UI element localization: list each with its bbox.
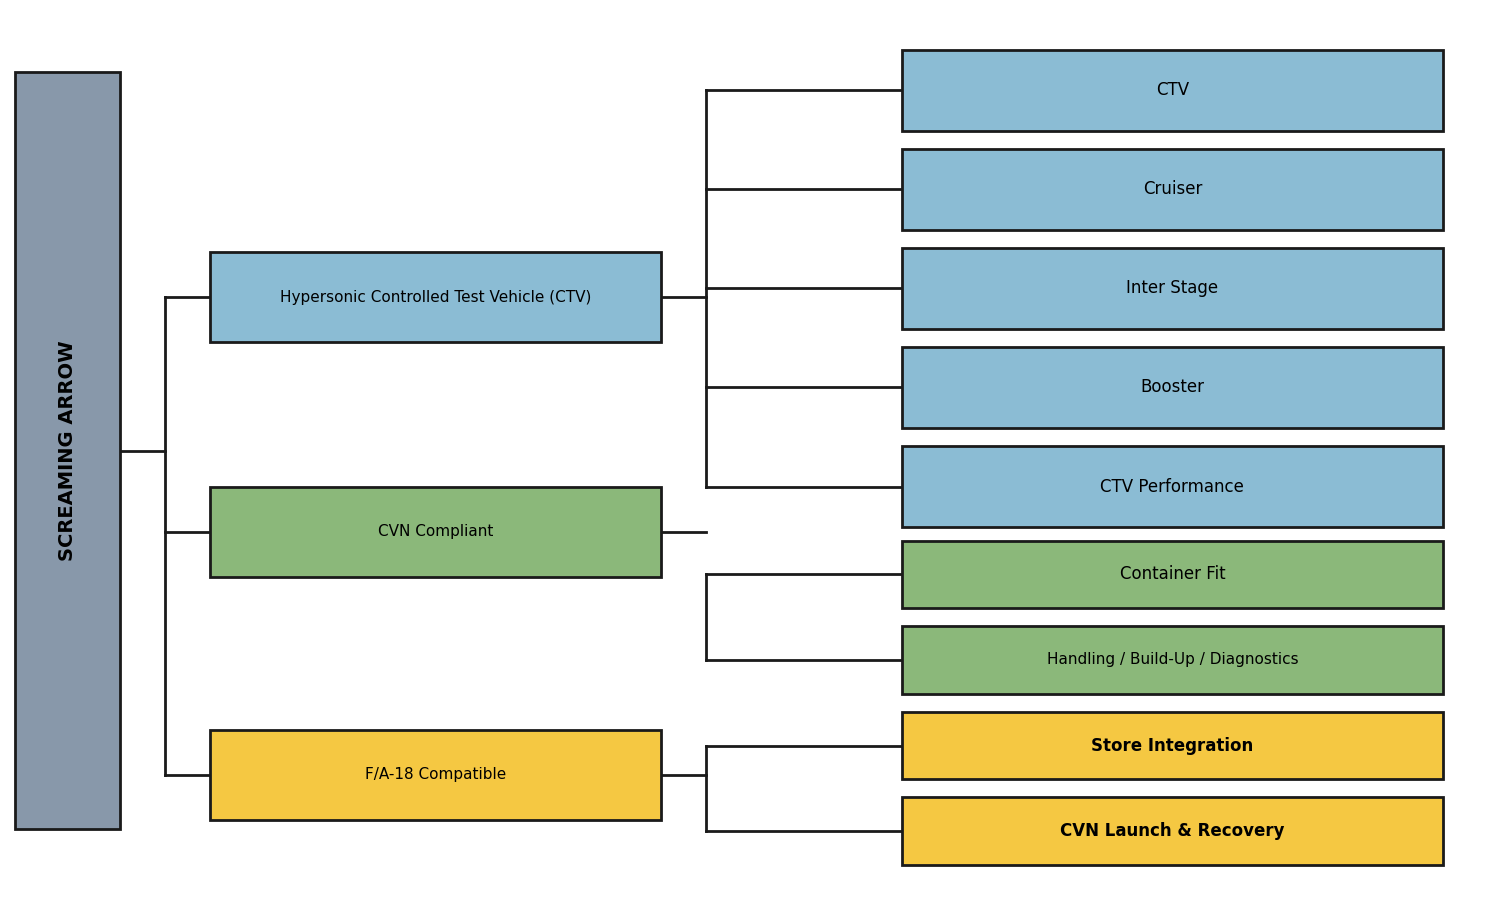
Text: Cruiser: Cruiser (1142, 180, 1202, 198)
Text: Store Integration: Store Integration (1091, 737, 1254, 754)
Text: Booster: Booster (1141, 378, 1204, 396)
FancyBboxPatch shape (210, 730, 661, 820)
Text: CTV: CTV (1156, 81, 1189, 99)
FancyBboxPatch shape (210, 252, 661, 342)
FancyBboxPatch shape (902, 50, 1443, 131)
Text: CVN Launch & Recovery: CVN Launch & Recovery (1060, 823, 1285, 840)
FancyBboxPatch shape (902, 712, 1443, 779)
FancyBboxPatch shape (902, 149, 1443, 230)
FancyBboxPatch shape (902, 248, 1443, 329)
FancyBboxPatch shape (902, 347, 1443, 428)
FancyBboxPatch shape (210, 487, 661, 577)
Text: Container Fit: Container Fit (1120, 566, 1225, 583)
FancyBboxPatch shape (902, 626, 1443, 694)
Text: SCREAMING ARROW: SCREAMING ARROW (59, 341, 77, 560)
Text: F/A-18 Compatible: F/A-18 Compatible (365, 768, 507, 782)
Text: CTV Performance: CTV Performance (1100, 478, 1244, 496)
FancyBboxPatch shape (15, 72, 120, 829)
FancyBboxPatch shape (902, 797, 1443, 865)
FancyBboxPatch shape (902, 541, 1443, 608)
Text: Handling / Build-Up / Diagnostics: Handling / Build-Up / Diagnostics (1046, 652, 1299, 668)
Text: Hypersonic Controlled Test Vehicle (CTV): Hypersonic Controlled Test Vehicle (CTV) (280, 290, 592, 305)
Text: CVN Compliant: CVN Compliant (379, 524, 493, 539)
FancyBboxPatch shape (902, 446, 1443, 527)
Text: Inter Stage: Inter Stage (1126, 279, 1219, 297)
